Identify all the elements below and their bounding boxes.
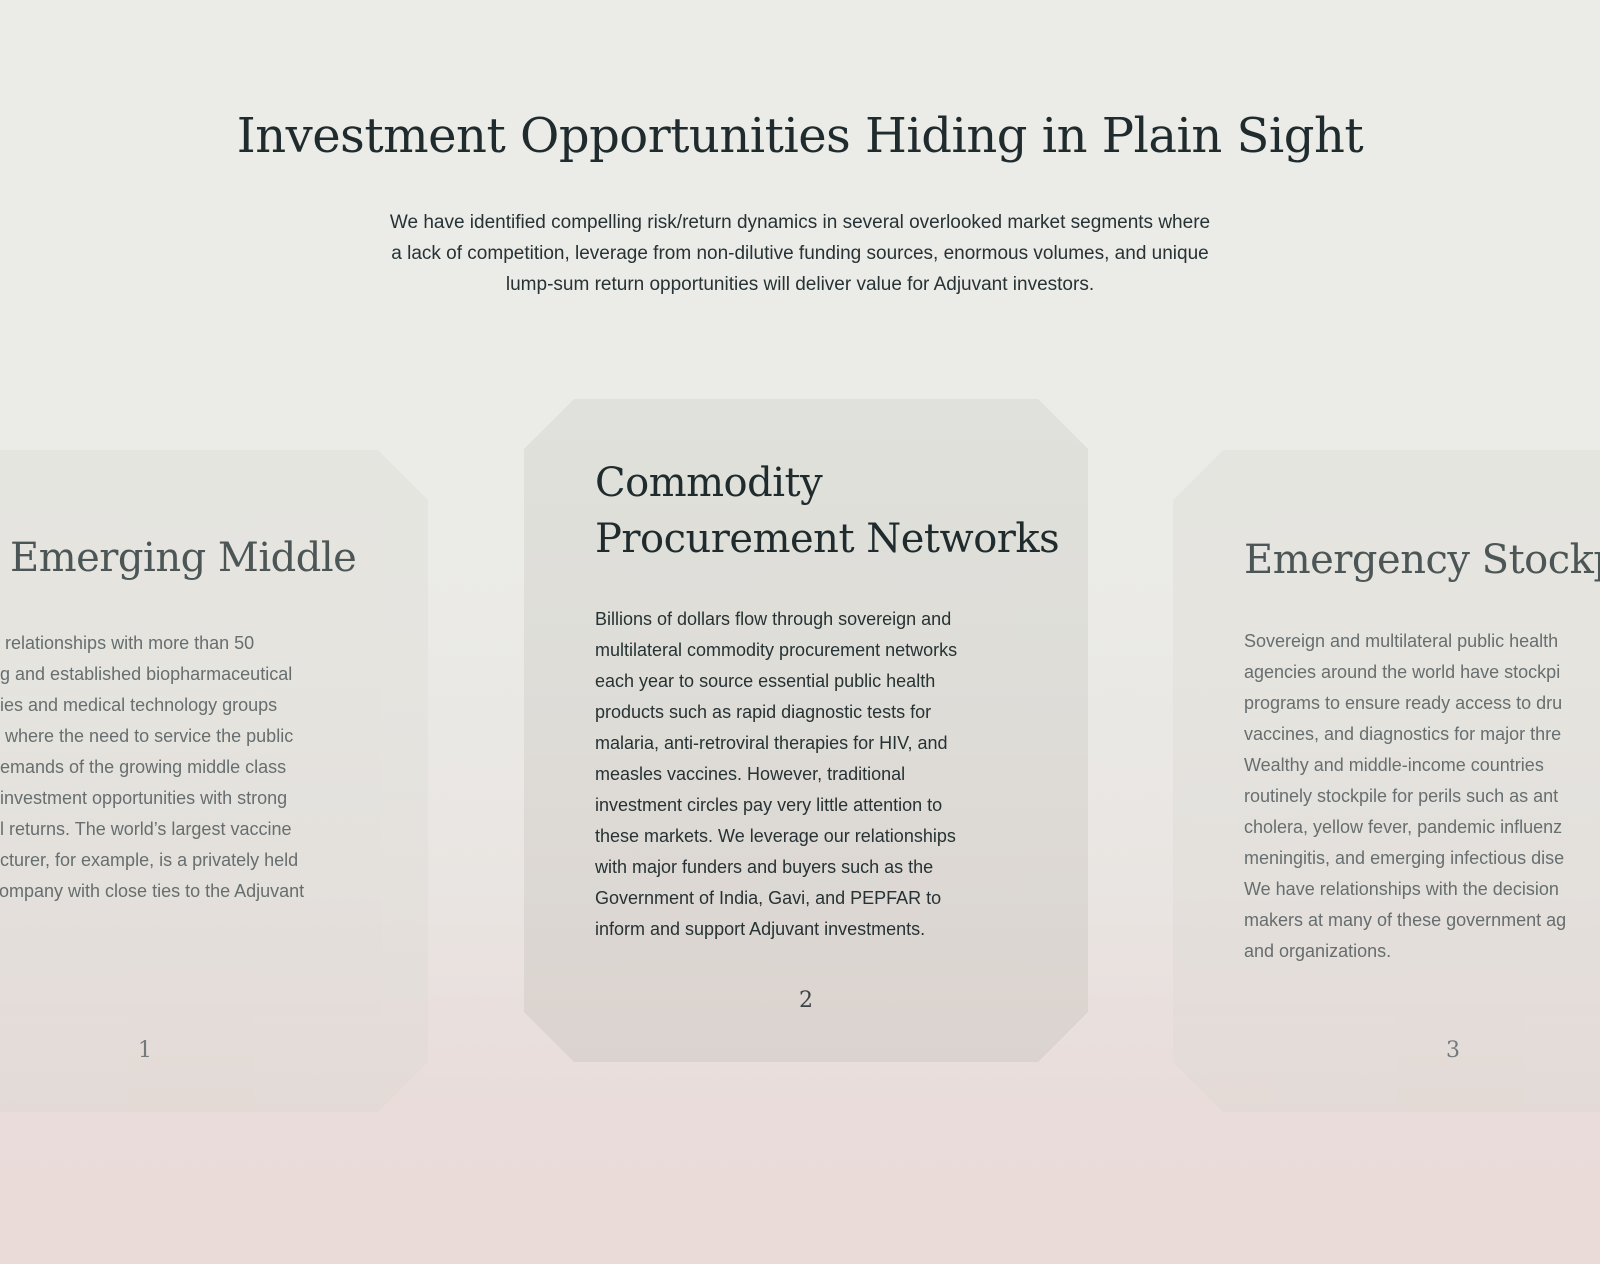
card-body-line: multilateral commodity procurement netwo…: [595, 640, 958, 660]
card-body-line: malaria, anti-retroviral therapies for H…: [595, 733, 948, 753]
card-commodity-procurement-networks[interactable]: Commodity Procurement Networks Billions …: [524, 399, 1088, 1062]
card-title-line: Emergency Stockpile: [1244, 537, 1594, 583]
card-body-line: t investment opportunities with strong: [0, 788, 288, 808]
intro-line: a lack of competition, leverage from non…: [391, 243, 1209, 264]
card-body-line: programs to ensure ready access to dru: [1244, 693, 1563, 713]
card-body-line: agencies around the world have stockpi: [1244, 662, 1561, 682]
card-body-line: investment circles pay very little atten…: [595, 795, 943, 815]
card-title: Commodity Procurement Networks: [595, 455, 1059, 567]
card-title: Emergency Stockpile: [1244, 532, 1600, 588]
card-body-line: vaccines, and diagnostics for major thre: [1244, 724, 1562, 744]
card-body-line: ng and established biopharmaceutical: [0, 664, 293, 684]
card-body-line: makers at many of these government ag: [1244, 910, 1567, 930]
page-intro: We have identified compelling risk/retur…: [350, 207, 1250, 300]
card-emergency-stockpile[interactable]: Emergency Stockpile Sovereign and multil…: [1173, 450, 1600, 1112]
card-body-line: acturer, for example, is a privately hel…: [0, 850, 299, 870]
card-body-line: meningitis, and emerging infectious dise: [1244, 848, 1565, 868]
card-body-line: nies and medical technology groups: [0, 695, 278, 715]
card-title-line: Commodity: [595, 460, 823, 506]
card-body-line: Wealthy and middle-income countries: [1244, 755, 1544, 775]
card-title: Emerging Middle: [10, 530, 356, 586]
intro-line: We have identified compelling risk/retur…: [389, 212, 1211, 233]
card-body-line: We have relationships with the decision: [1244, 879, 1559, 899]
intro-line: lump-sum return opportunities will deliv…: [505, 274, 1095, 295]
card-body-line: al returns. The world’s largest vaccine: [0, 819, 292, 839]
card-body-line: and organizations.: [1244, 941, 1392, 961]
card-body-line: routinely stockpile for perils such as a…: [1244, 786, 1559, 806]
card-body-line: g where the need to service the public: [0, 726, 294, 746]
card-number: 1: [138, 1038, 152, 1063]
card-number: 2: [799, 988, 813, 1013]
card-body-line: products such as rapid diagnostic tests …: [595, 702, 932, 722]
card-body-line: e relationships with more than 50: [0, 633, 255, 653]
card-title-line: Emerging Middle: [10, 535, 357, 581]
card-title-line: Procurement Networks: [595, 516, 1060, 562]
card-body-line: Sovereign and multilateral public health: [1244, 631, 1559, 651]
card-body-line: with major funders and buyers such as th…: [595, 857, 934, 877]
card-body-line: Billions of dollars flow through soverei…: [595, 609, 952, 629]
card-body-line: these markets. We leverage our relations…: [595, 826, 956, 846]
card-body: Billions of dollars flow through soverei…: [595, 604, 957, 945]
card-body-line: inform and support Adjuvant investments.: [595, 919, 926, 939]
card-body: e relationships with more than 50 ng and…: [0, 628, 304, 907]
card-body: Sovereign and multilateral public health…: [1244, 626, 1566, 967]
card-body-line: Government of India, Gavi, and PEPFAR to: [595, 888, 942, 908]
card-body-line: company with close ties to the Adjuvant: [0, 881, 305, 901]
page-title: Investment Opportunities Hiding in Plain…: [236, 108, 1364, 164]
card-body-line: demands of the growing middle class: [0, 757, 287, 777]
card-body-line: cholera, yellow fever, pandemic influenz: [1244, 817, 1563, 837]
card-body-line: measles vaccines. However, traditional: [595, 764, 906, 784]
card-number: 3: [1446, 1038, 1460, 1063]
card-emerging-middle[interactable]: Emerging Middle e relationships with mor…: [0, 450, 428, 1112]
card-body-line: each year to source essential public hea…: [595, 671, 936, 691]
